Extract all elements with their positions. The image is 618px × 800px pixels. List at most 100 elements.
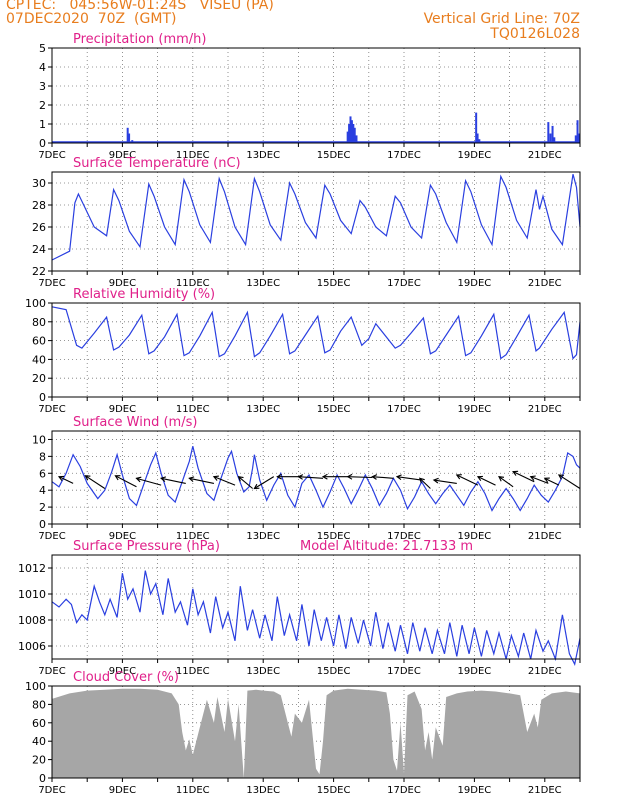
cloud-ytick-label: 0 bbox=[39, 772, 46, 785]
wind-xtick-label: 13DEC bbox=[246, 531, 280, 542]
precip-bar bbox=[549, 133, 552, 143]
pressure-title: Surface Pressure (hPa) bbox=[73, 539, 220, 554]
wind-ytick-label: 0 bbox=[39, 518, 46, 531]
precip-title: Precipitation (mm/h) bbox=[73, 32, 206, 47]
wind-arrow bbox=[512, 470, 535, 483]
pressure-xtick-label: 19DEC bbox=[458, 666, 492, 677]
cloud-ytick-label: 40 bbox=[32, 735, 46, 748]
cloud-ytick-label: 80 bbox=[32, 698, 46, 711]
precip-ytick-label: 1 bbox=[39, 118, 46, 131]
precip-panel: 0 1 2 3 4 5 7DEC 9DEC 11DEC 13DEC 15DEC 17DEC 19DEC 2… bbox=[38, 32, 581, 161]
cloud-xtick-label: 13DEC bbox=[246, 785, 280, 796]
wind-ytick-label: 8 bbox=[39, 450, 46, 463]
wind-series-line bbox=[51, 446, 581, 512]
precip-bar bbox=[346, 131, 349, 143]
temp-xtick-label: 9DEC bbox=[109, 278, 136, 289]
rh-xtick-label: 15DEC bbox=[317, 404, 351, 415]
precip-bar bbox=[475, 112, 478, 143]
wind-xtick-label: 9DEC bbox=[109, 531, 136, 542]
wind-arrow bbox=[476, 475, 496, 486]
pressure-xtick-label: 13DEC bbox=[246, 666, 280, 677]
rh-ytick-label: 0 bbox=[39, 391, 46, 404]
rh-panel: 0 20 40 60 80 100 7DEC 9DEC 11DEC 13DEC 15DEC 17DEC… bbox=[25, 287, 581, 415]
precip-bar bbox=[547, 122, 550, 143]
wind-arrow bbox=[395, 474, 422, 481]
cloud-ytick-label: 20 bbox=[32, 754, 46, 767]
pressure-series-line bbox=[51, 570, 581, 667]
precip-bar bbox=[348, 124, 351, 143]
temp-ytick-label: 26 bbox=[32, 221, 46, 234]
rh-title: Relative Humidity (%) bbox=[73, 287, 215, 302]
temp-ytick-label: 30 bbox=[32, 177, 46, 190]
cloud-ytick-label: 60 bbox=[32, 717, 46, 730]
precip-bar bbox=[478, 139, 481, 143]
wind-arrow bbox=[237, 475, 253, 489]
init-time: 07DEC2020 70Z (GMT) bbox=[6, 11, 177, 27]
temp-xtick-label: 17DEC bbox=[387, 278, 421, 289]
temp-xtick-label: 11DEC bbox=[176, 278, 210, 289]
pressure-ytick-label: 1006 bbox=[18, 640, 46, 653]
wind-arrow bbox=[455, 474, 479, 486]
precip-bar bbox=[551, 125, 554, 143]
cloud-xtick-label: 17DEC bbox=[387, 785, 421, 796]
precip-xtick-label: 21DEC bbox=[528, 150, 562, 161]
precip-bar bbox=[350, 120, 353, 143]
rh-xtick-label: 17DEC bbox=[387, 404, 421, 415]
rh-xtick-label: 11DEC bbox=[176, 404, 210, 415]
wind-arrow bbox=[432, 477, 457, 484]
rh-frame bbox=[51, 302, 581, 398]
wind-title: Surface Wind (m/s) bbox=[73, 415, 197, 430]
wind-arrow bbox=[297, 474, 324, 480]
wind-arrow bbox=[498, 476, 514, 488]
precip-bar bbox=[128, 133, 131, 143]
wind-ytick-label: 6 bbox=[39, 467, 46, 480]
wind-arrow bbox=[135, 476, 162, 486]
precip-bar bbox=[355, 135, 358, 143]
grid-line-note: Vertical Grid Line: 70Z bbox=[423, 11, 580, 27]
precip-bar bbox=[353, 127, 356, 143]
rh-xtick-label: 13DEC bbox=[246, 404, 280, 415]
precip-bar bbox=[349, 116, 352, 143]
cloud-panel: 0 20 40 60 80 100 7DEC 9DEC 11DEC 13DEC 15DEC 17DEC… bbox=[25, 670, 581, 796]
rh-xtick-label: 7DEC bbox=[38, 404, 65, 415]
wind-arrow bbox=[114, 475, 137, 488]
wind-arrow bbox=[188, 476, 215, 484]
temp-ytick-label: 24 bbox=[32, 243, 46, 256]
precip-ytick-label: 4 bbox=[39, 61, 46, 74]
precip-ytick-label: 0 bbox=[39, 137, 46, 150]
station-info: CPTEC: 045:56W-01:24S VISEU (PA) bbox=[6, 0, 274, 13]
pressure-xtick-label: 21DEC bbox=[528, 666, 562, 677]
precip-ytick-label: 5 bbox=[39, 42, 46, 55]
pressure-frame bbox=[51, 554, 581, 660]
cloud-xtick-label: 11DEC bbox=[176, 785, 210, 796]
rh-xtick-label: 21DEC bbox=[528, 404, 562, 415]
pressure-ytick-label: 1012 bbox=[18, 562, 46, 575]
rh-ytick-label: 20 bbox=[32, 372, 46, 385]
wind-arrow bbox=[371, 474, 394, 480]
pressure-xtick-label: 17DEC bbox=[387, 666, 421, 677]
precip-xtick-label: 9DEC bbox=[109, 150, 136, 161]
rh-ytick-label: 60 bbox=[32, 335, 46, 348]
pressure-ytick-label: 1008 bbox=[18, 614, 46, 627]
precip-xtick-label: 15DEC bbox=[317, 150, 351, 161]
wind-arrow bbox=[253, 476, 275, 490]
wind-arrow bbox=[557, 474, 581, 489]
precip-ytick-label: 3 bbox=[39, 80, 46, 93]
precip-bar bbox=[476, 133, 479, 143]
wind-xtick-label: 21DEC bbox=[528, 531, 562, 542]
wind-arrow bbox=[543, 477, 560, 486]
wind-panel: 0 2 4 6 8 10 7DEC 9DEC 11DEC 13DEC 15DEC 17DEC 19DEC… bbox=[32, 415, 581, 542]
wind-ytick-label: 4 bbox=[39, 484, 46, 497]
pressure-xtick-label: 15DEC bbox=[317, 666, 351, 677]
rh-series-line bbox=[51, 306, 581, 360]
pressure-xtick-label: 7DEC bbox=[38, 666, 65, 677]
rh-xtick-label: 9DEC bbox=[109, 404, 136, 415]
wind-arrow bbox=[212, 475, 236, 486]
temp-panel: 22 24 26 28 30 7DEC 9DEC 11DEC 13DEC 15DEC 17DEC 19… bbox=[32, 156, 581, 289]
wind-xtick-label: 19DEC bbox=[458, 531, 492, 542]
cloud-xtick-label: 19DEC bbox=[458, 785, 492, 796]
cloud-title: Cloud Cover (%) bbox=[73, 670, 179, 685]
wind-xtick-label: 17DEC bbox=[387, 531, 421, 542]
temp-series-line bbox=[51, 174, 581, 261]
